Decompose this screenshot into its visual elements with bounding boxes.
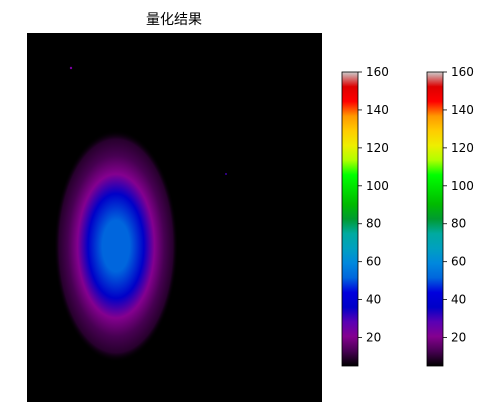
colorbar-2-tick-label-160: 160 [451,65,474,79]
noise-speck-2 [225,173,227,175]
colorbar-1-ticks: 20 40 60 80 100 120 140 160 [358,65,389,345]
heatmap-blob [54,130,178,362]
colorbar-2-tick-label-140: 140 [451,103,474,117]
colorbar-2-tick-label-40: 40 [451,293,466,307]
colorbar-2-tick-label-60: 60 [451,255,466,269]
colorbar-1-tick-label-60: 60 [366,255,381,269]
colorbar-1: 20 40 60 80 100 120 140 160 [341,65,389,367]
chart-title: 量化结果 [146,12,202,28]
colorbar-1-tick-label-160: 160 [366,65,389,79]
colorbar-2-tick-label-120: 120 [451,141,474,155]
colorbar-2-ticks: 20 40 60 80 100 120 140 160 [443,65,474,345]
colorbar-1-rect [341,71,359,367]
colorbar-1-tick-label-80: 80 [366,217,381,231]
colorbar-1-tick-label-120: 120 [366,141,389,155]
colorbar-2-tick-label-100: 100 [451,179,474,193]
colorbar-1-tick-label-140: 140 [366,103,389,117]
colorbar-2-tick-label-20: 20 [451,331,466,345]
colorbar-2-rect [426,71,444,367]
colorbar-1-tick-label-40: 40 [366,293,381,307]
colorbar-1-tick-label-20: 20 [366,331,381,345]
noise-speck-1 [69,66,73,70]
colorbar-2-tick-label-80: 80 [451,217,466,231]
heatmap-image [27,33,322,402]
colorbar-1-tick-label-100: 100 [366,179,389,193]
colorbar-2: 20 40 60 80 100 120 140 160 [426,65,474,367]
